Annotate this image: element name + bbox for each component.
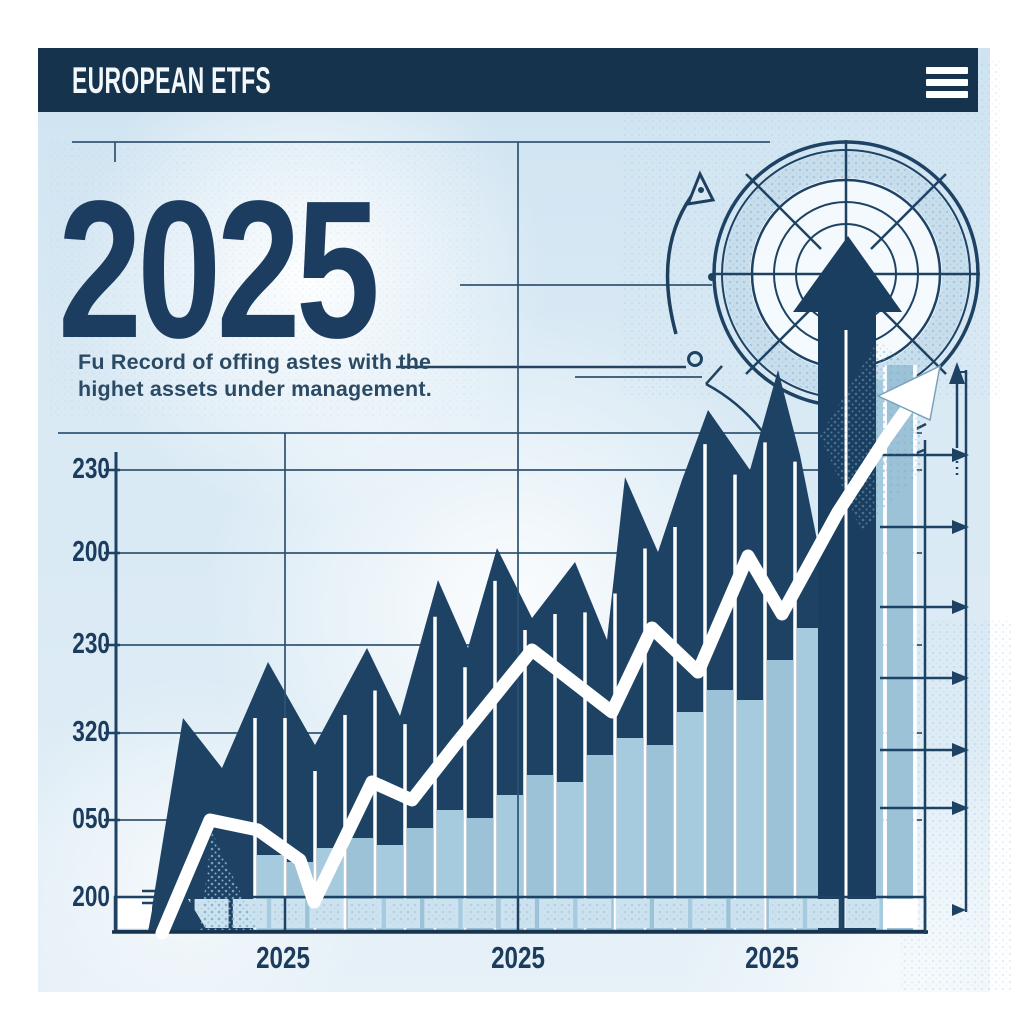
hamburger-menu-icon[interactable] [926, 67, 968, 98]
right-scale [880, 362, 969, 934]
x-tick-label: 2025 [491, 940, 545, 975]
x-tick-label: 2025 [745, 940, 799, 975]
y-tick-label: 320 [72, 716, 110, 748]
page-title: EUROPEAN ETFS [72, 60, 272, 101]
x-tick-label: 2025 [256, 940, 310, 975]
axis-and-foot [104, 452, 928, 934]
y-tick-label: 230 [72, 453, 110, 485]
scale-up-arrow-icon [949, 362, 965, 384]
big-year-title: 2025 [58, 160, 380, 379]
subtitle-line-1: Fu Record of offing astes with the [78, 350, 432, 374]
y-tick-label: 050 [72, 803, 110, 835]
subtitle-line-2: highet assets under management. [78, 377, 432, 401]
curved-up-arrow-icon [665, 170, 716, 335]
y-tick-label: 200 [72, 881, 110, 913]
y-tick-label: 230 [72, 628, 110, 660]
header-bar [38, 48, 978, 112]
pointer-loop-icon [687, 351, 703, 367]
trend-line-series [155, 364, 942, 940]
y-tick-label: 200 [72, 536, 110, 568]
